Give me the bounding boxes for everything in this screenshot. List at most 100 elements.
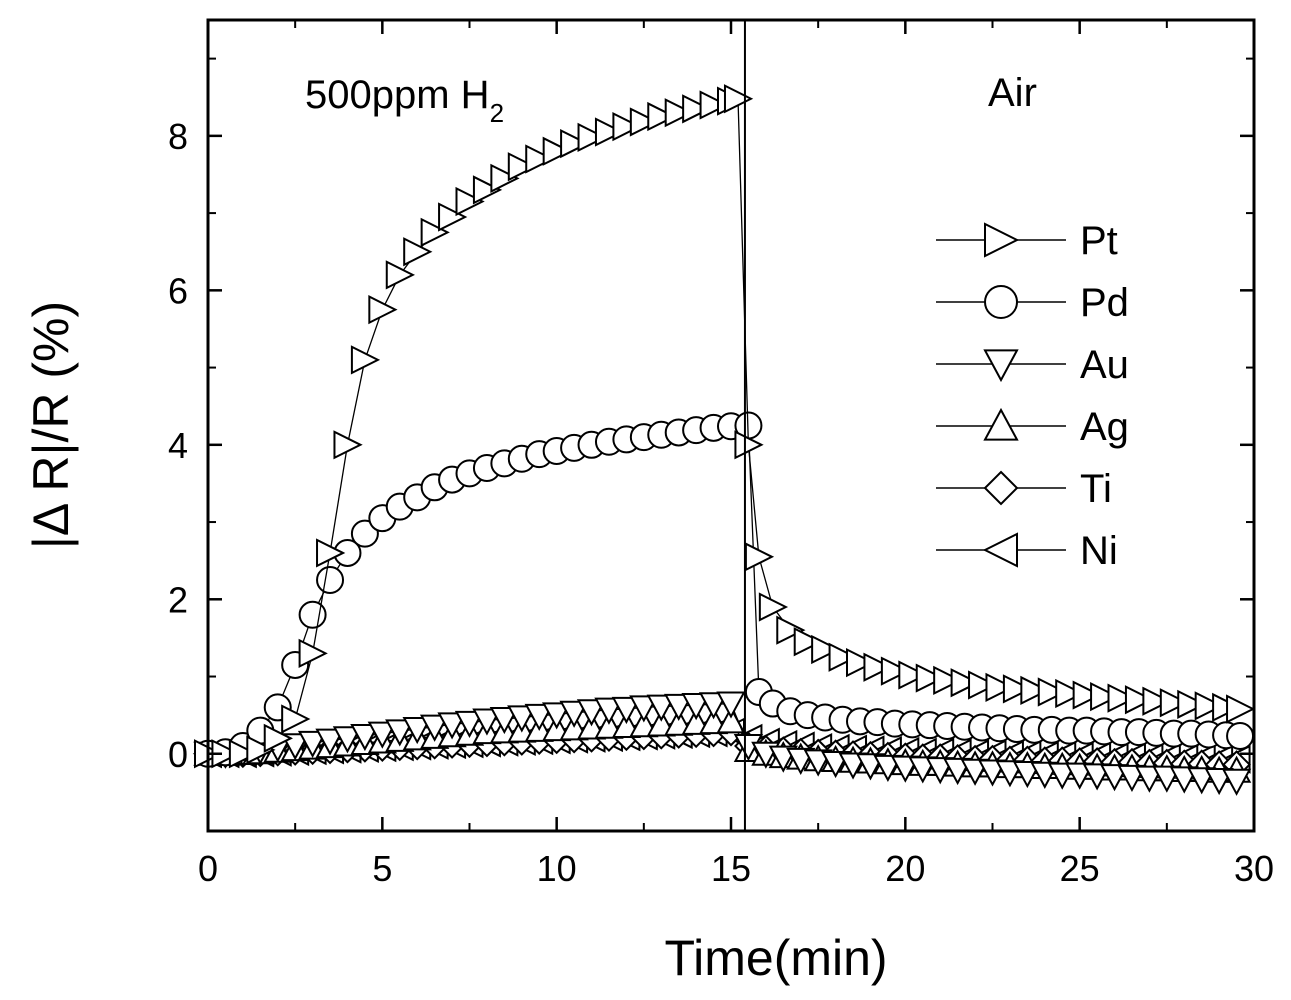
- data-point-pt: [647, 101, 677, 132]
- data-point-pt: [811, 634, 841, 665]
- data-point-au: [646, 694, 676, 722]
- data-point-au: [472, 708, 502, 736]
- y-tick-label: 8: [168, 116, 188, 157]
- legend-label: Ni: [1080, 529, 1118, 573]
- data-point-au: [437, 712, 467, 740]
- data-point-au: [419, 714, 450, 742]
- data-point-pt: [915, 663, 945, 693]
- data-point-pt: [1037, 677, 1068, 707]
- data-point-pt: [577, 122, 607, 153]
- data-point-pt: [776, 615, 806, 645]
- data-point-pt: [629, 107, 660, 137]
- data-point-pt: [594, 117, 625, 147]
- data-point-pt: [1107, 683, 1137, 713]
- legend-marker-pt: [984, 222, 1020, 258]
- data-point-pd: [298, 600, 327, 629]
- data-point-au: [297, 730, 328, 759]
- legend-label: Ti: [1080, 467, 1112, 511]
- legend: Pt Pd Au Ag Ti Ni: [936, 219, 1129, 573]
- data-point-pt: [298, 638, 328, 668]
- y-tick-label: 0: [168, 734, 188, 775]
- data-point-pt: [1177, 689, 1207, 719]
- y-tick-label: 2: [168, 579, 188, 620]
- data-point-pt: [455, 186, 485, 217]
- x-tick-label: 5: [372, 848, 392, 889]
- data-point-pt: [1055, 678, 1085, 709]
- data-point-au: [454, 710, 485, 738]
- x-tick-label: 20: [885, 848, 925, 889]
- y-axis-title: |Δ R|/R (%): [23, 301, 79, 549]
- legend-label: Pd: [1080, 281, 1129, 325]
- data-point-pt: [333, 430, 363, 460]
- legend-marker-au: [983, 349, 1019, 383]
- data-point-pt: [228, 739, 259, 769]
- data-point-au: [350, 723, 380, 752]
- legend-marker-ti: [983, 470, 1019, 506]
- data-point-pd: [350, 519, 379, 548]
- data-point-au: [681, 693, 711, 721]
- data-point-pt: [723, 84, 754, 114]
- data-point-pt: [612, 111, 642, 142]
- data-point-pt: [316, 538, 346, 568]
- data-point-au: [489, 706, 520, 735]
- data-point-pt: [420, 217, 450, 248]
- data-point-pt: [1159, 688, 1190, 718]
- series-layer: [192, 84, 1256, 796]
- data-point-pt: [1072, 680, 1102, 710]
- data-point-pt: [933, 665, 963, 696]
- data-point-au: [664, 693, 694, 721]
- annotation-h2-main: 500ppm H: [305, 73, 490, 117]
- annotation-h2: 500ppm H2: [305, 73, 504, 128]
- data-point-pt: [758, 592, 789, 622]
- data-point-pt: [1142, 686, 1172, 716]
- data-point-pt: [368, 295, 398, 325]
- x-tick-label: 0: [198, 848, 218, 889]
- data-point-pt: [385, 260, 416, 290]
- data-point-au: [385, 719, 415, 747]
- x-axis-title: Time(min): [664, 930, 887, 986]
- legend-label: Au: [1080, 343, 1129, 387]
- data-point-au: [315, 728, 345, 756]
- annotation-air: Air: [988, 71, 1037, 115]
- y-tick-label: 6: [168, 270, 188, 311]
- series-pt: [194, 84, 1256, 769]
- data-point-pt: [828, 642, 858, 672]
- legend-label: Ag: [1080, 405, 1129, 449]
- legend-label: Pt: [1080, 219, 1118, 263]
- data-point-pt: [246, 735, 276, 765]
- data-point-au: [1134, 765, 1165, 793]
- data-point-pt: [438, 202, 468, 232]
- data-point-au: [541, 702, 572, 730]
- data-point-au: [698, 692, 729, 720]
- x-tick-label: 10: [537, 848, 577, 889]
- data-point-pt: [1226, 694, 1256, 724]
- data-point-au: [629, 695, 659, 723]
- data-point-pt: [542, 136, 572, 166]
- data-point-au: [402, 716, 432, 745]
- data-point-pt: [699, 90, 729, 120]
- data-point-pt: [744, 542, 775, 572]
- data-point-au: [367, 721, 398, 749]
- y-tick-label: 4: [168, 425, 188, 466]
- data-point-au: [716, 691, 746, 719]
- x-tick-label: 30: [1234, 848, 1274, 889]
- data-point-pt: [863, 652, 893, 682]
- legend-item-pt: Pt: [936, 219, 1118, 263]
- data-point-pt: [350, 345, 381, 375]
- data-point-pt: [950, 668, 980, 698]
- data-point-pt: [1090, 681, 1120, 712]
- y-tick-labels: 0 2 4 6 8: [168, 116, 188, 775]
- data-point-au: [332, 726, 363, 754]
- legend-item-au: Au: [936, 343, 1129, 387]
- legend-marker-pd: [984, 285, 1018, 319]
- x-tick-label: 15: [711, 848, 751, 889]
- axis-ticks: [206, 20, 1256, 832]
- legend-item-pd: Pd: [936, 281, 1129, 325]
- data-point-pt: [898, 660, 928, 690]
- data-point-pt: [1124, 685, 1155, 715]
- annotation-h2-subscript: 2: [490, 98, 504, 128]
- data-point-pt: [1194, 691, 1224, 721]
- data-point-au: [559, 700, 589, 728]
- data-point-pt: [1002, 674, 1033, 704]
- x-tick-labels: 0 5 10 15 20 25 30: [198, 848, 1274, 889]
